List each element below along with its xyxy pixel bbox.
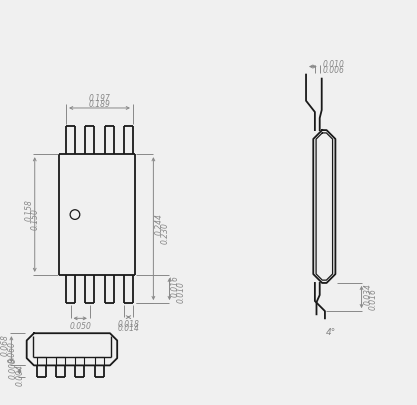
Text: 0.016: 0.016: [369, 288, 378, 310]
Text: 0.060: 0.060: [7, 341, 16, 363]
Text: 0.010: 0.010: [323, 60, 345, 68]
Text: 0.244: 0.244: [155, 213, 164, 235]
Text: 0.006: 0.006: [323, 66, 345, 75]
Text: 0.018: 0.018: [118, 320, 139, 328]
Text: 0.150: 0.150: [30, 208, 40, 230]
Text: 0.016: 0.016: [171, 275, 180, 297]
Text: 0.230: 0.230: [161, 222, 170, 243]
Text: 0.068: 0.068: [1, 335, 10, 356]
Text: 0.189: 0.189: [88, 100, 111, 109]
Text: 0.008: 0.008: [9, 357, 18, 379]
Text: 0.014: 0.014: [118, 324, 139, 333]
Text: 0.034: 0.034: [364, 283, 372, 305]
Text: 0.010: 0.010: [177, 281, 186, 303]
Text: 0.158: 0.158: [24, 200, 33, 222]
Text: 0.004: 0.004: [15, 364, 24, 386]
Text: 0.197: 0.197: [88, 94, 111, 103]
Text: 0.050: 0.050: [69, 322, 91, 330]
Text: 4°: 4°: [326, 328, 336, 337]
